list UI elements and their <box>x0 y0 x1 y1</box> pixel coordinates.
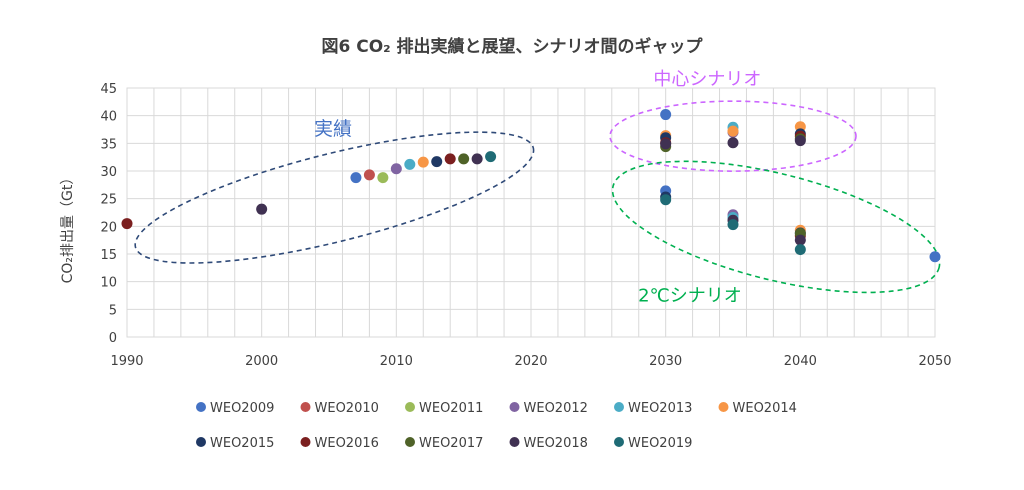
x-tick-label: 2000 <box>245 354 278 369</box>
legend-label: WEO2011 <box>419 401 483 416</box>
legend-marker <box>196 402 206 412</box>
legend-marker <box>614 402 624 412</box>
data-point <box>404 158 416 170</box>
data-point <box>350 172 362 184</box>
legend-label: WEO2015 <box>210 436 274 451</box>
legend-marker <box>405 402 415 412</box>
x-tick-label: 2010 <box>380 354 413 369</box>
data-point <box>660 194 672 206</box>
y-tick-label: 0 <box>109 331 117 346</box>
x-tick-label: 1990 <box>110 354 143 369</box>
legend-label: WEO2018 <box>524 436 588 451</box>
y-tick-label: 5 <box>109 303 117 318</box>
annotation-ellipse <box>611 160 941 294</box>
y-tick-label: 35 <box>100 137 117 152</box>
y-tick-label: 10 <box>100 276 117 291</box>
annotation-ellipse <box>134 131 535 264</box>
y-tick-label: 25 <box>100 193 117 208</box>
legend-label: WEO2013 <box>628 401 692 416</box>
legend: WEO2009 WEO2010 WEO2011 WEO2012 WEO2013 WEO20… <box>196 401 797 451</box>
x-tick-label: 2040 <box>784 354 817 369</box>
x-tick-label: 2020 <box>514 354 547 369</box>
data-point <box>431 156 443 168</box>
data-point <box>660 138 672 150</box>
data-point <box>485 151 497 163</box>
legend-label: WEO2019 <box>628 436 692 451</box>
y-tick-label: 20 <box>100 220 117 235</box>
legend-label: WEO2014 <box>733 401 797 416</box>
grid <box>126 87 936 338</box>
legend-marker <box>196 437 206 447</box>
data-point <box>727 125 739 137</box>
legend-label: WEO2017 <box>419 436 483 451</box>
annotation-label: 2℃シナリオ <box>638 286 742 307</box>
data-point <box>377 172 389 184</box>
legend-label: WEO2010 <box>315 401 379 416</box>
legend-label: WEO2009 <box>210 401 274 416</box>
legend-marker <box>405 437 415 447</box>
data-point <box>794 244 806 256</box>
y-tick-label: 45 <box>100 82 117 97</box>
y-axis-label: CO₂排出量（Gt） <box>60 171 76 284</box>
x-tick-label: 2030 <box>649 354 682 369</box>
data-point <box>471 153 483 165</box>
data-point <box>256 203 268 215</box>
annotation-label: 中心シナリオ <box>653 69 761 90</box>
legend-marker <box>509 402 520 412</box>
annotations: 実績 中心シナリオ 2℃シナリオ <box>134 69 941 307</box>
legend-marker <box>300 437 311 447</box>
data-point <box>794 135 806 147</box>
data-point <box>727 219 739 231</box>
tick-labels: 0 5 10 15 20 25 30 35 40 45 1990 2000 2010 2020 2030 20… <box>100 82 951 369</box>
legend-marker <box>614 437 624 447</box>
data-point <box>417 156 429 168</box>
y-tick-label: 30 <box>100 165 117 180</box>
annotation-ellipse <box>609 100 857 172</box>
data-point <box>727 137 739 149</box>
data-point <box>660 109 672 121</box>
legend-marker <box>300 402 311 412</box>
data-point <box>444 153 456 165</box>
annotation-label: 実績 <box>314 118 352 140</box>
data-point <box>458 153 470 165</box>
y-tick-label: 40 <box>100 110 117 125</box>
data-point <box>363 169 375 181</box>
data-points <box>121 109 941 263</box>
chart-title: 図6 CO₂ 排出実績と展望、シナリオ間のギャップ <box>321 36 703 57</box>
legend-label: WEO2012 <box>524 401 588 416</box>
x-tick-label: 2050 <box>918 354 951 369</box>
legend-label: WEO2016 <box>315 436 379 451</box>
data-point <box>121 218 133 230</box>
data-point <box>390 163 402 175</box>
data-point <box>929 251 941 263</box>
y-tick-label: 15 <box>100 248 117 263</box>
legend-marker <box>509 437 520 447</box>
legend-marker <box>718 402 729 412</box>
data-point <box>794 234 806 246</box>
